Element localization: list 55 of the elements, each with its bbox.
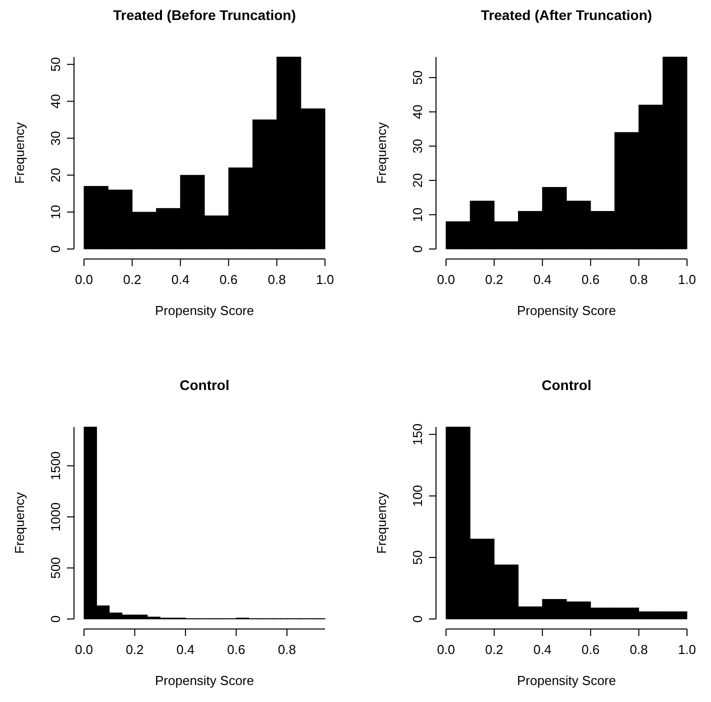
x-tick-label: 0.8: [278, 642, 296, 657]
y-tick-label: 1500: [48, 451, 63, 480]
y-tick-label: 100: [410, 485, 425, 507]
y-tick-label: 10: [48, 204, 63, 220]
y-tick-label: 50: [410, 550, 425, 565]
x-tick-label: 1.0: [316, 272, 334, 287]
y-tick-label: 0: [48, 245, 63, 253]
y-tick-label: 0: [410, 245, 425, 253]
x-tick-label: 0.0: [436, 272, 456, 287]
x-tick-label: 0.0: [74, 272, 94, 287]
x-axis-title: Propensity Score: [155, 673, 254, 688]
x-tick-label: 0.0: [74, 642, 94, 657]
x-tick-label: 0.6: [220, 272, 238, 287]
y-tick-label: 40: [48, 94, 63, 109]
chart-title: Control: [542, 377, 592, 393]
y-tick-label: 0: [410, 615, 425, 623]
y-tick-label: 20: [48, 168, 63, 182]
y-tick-label: 1000: [48, 502, 63, 532]
x-tick-label: 0.4: [533, 272, 552, 287]
y-axis-title: Frequency: [374, 492, 389, 554]
chart-title: Control: [180, 377, 230, 393]
x-tick-label: 0.6: [582, 642, 600, 657]
x-tick-label: 0.6: [227, 642, 246, 657]
x-tick-label: 0.4: [171, 272, 190, 287]
x-tick-label: 0.6: [582, 272, 600, 287]
x-tick-label: 0.8: [268, 272, 286, 287]
x-tick-label: 0.4: [176, 642, 195, 657]
x-axis-title: Propensity Score: [155, 303, 254, 318]
y-tick-label: 500: [48, 557, 63, 579]
x-tick-label: 1.0: [678, 272, 696, 287]
x-axis-title: Propensity Score: [517, 673, 616, 688]
y-tick-label: 150: [410, 424, 425, 446]
x-axis-title: Propensity Score: [517, 303, 616, 318]
x-tick-label: 0.4: [533, 642, 552, 657]
y-tick-label: 30: [410, 138, 425, 154]
y-tick-label: 20: [410, 173, 425, 188]
x-tick-label: 0.2: [485, 272, 504, 287]
x-tick-label: 1.0: [678, 642, 696, 657]
y-axis-title: Frequency: [12, 492, 27, 554]
y-tick-label: 40: [410, 104, 425, 120]
y-tick-label: 0: [48, 615, 63, 623]
y-tick-label: 50: [410, 70, 425, 85]
x-tick-label: 0.8: [630, 272, 648, 287]
x-tick-label: 0.2: [126, 642, 144, 657]
chart-title: Treated (Before Truncation): [113, 7, 296, 23]
y-axis-title: Frequency: [374, 122, 389, 184]
x-tick-label: 0.2: [485, 642, 504, 657]
x-tick-label: 0.8: [630, 642, 648, 657]
x-tick-label: 0.0: [436, 642, 456, 657]
y-tick-label: 30: [48, 130, 63, 146]
y-axis-title: Frequency: [12, 122, 27, 184]
y-tick-label: 10: [410, 207, 425, 222]
chart-title: Treated (After Truncation): [480, 7, 652, 23]
x-tick-label: 0.2: [123, 272, 142, 287]
y-tick-label: 50: [48, 57, 63, 72]
